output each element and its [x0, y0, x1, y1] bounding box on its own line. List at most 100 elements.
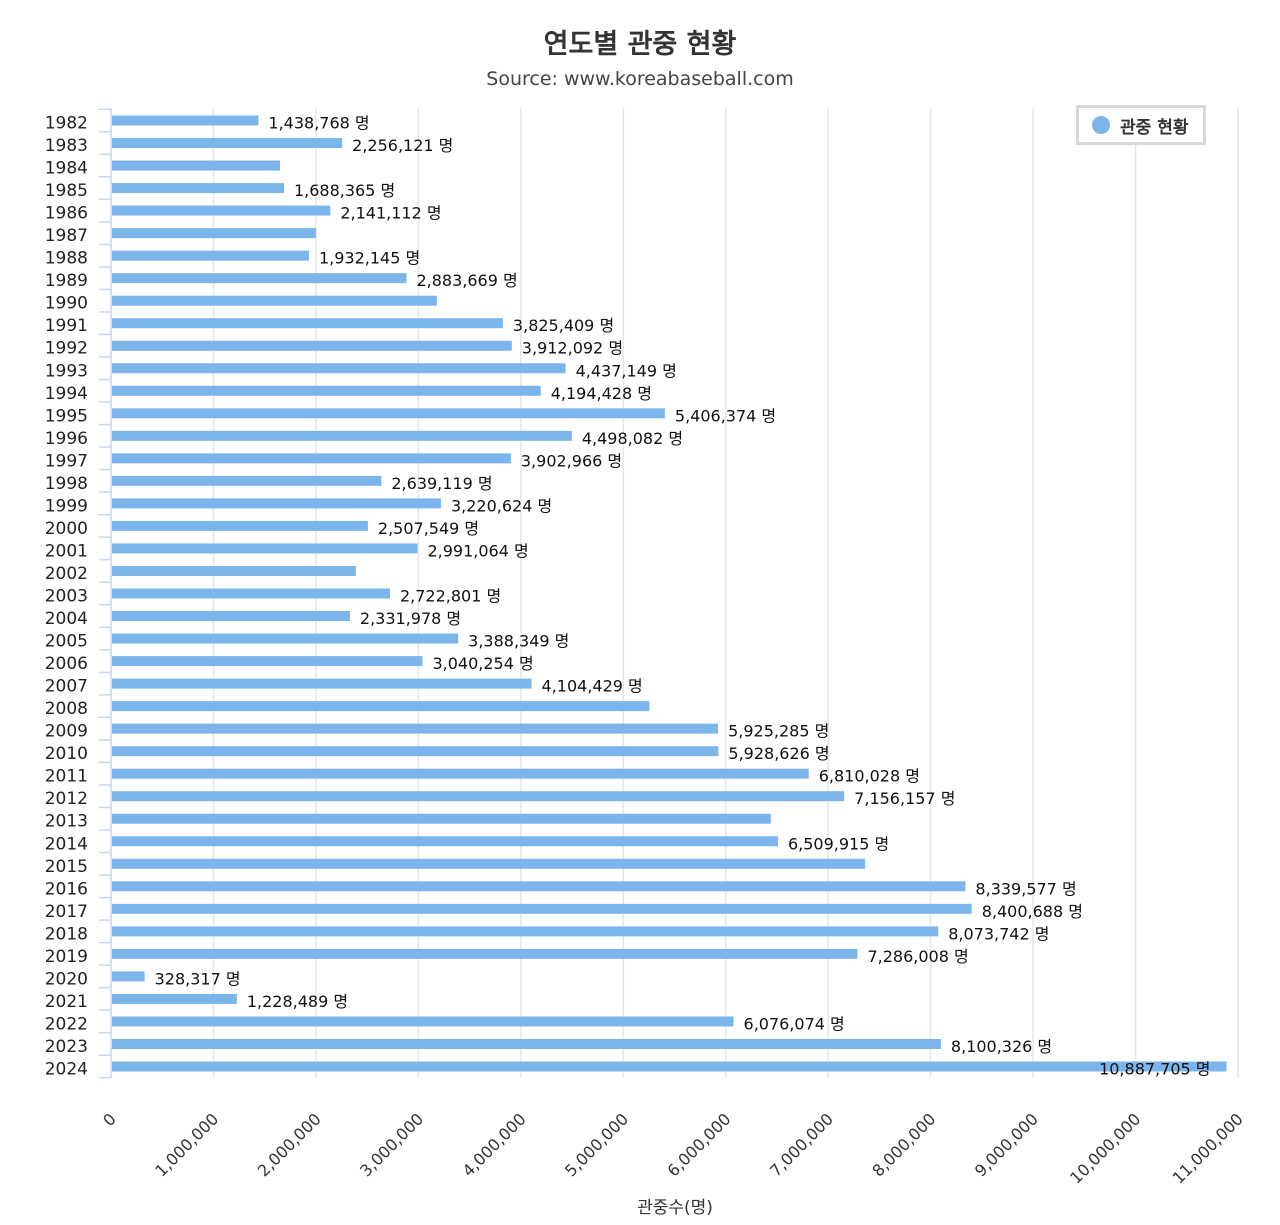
- data-label: 4,498,082 명: [582, 429, 683, 448]
- bar[interactable]: [112, 948, 858, 959]
- bar[interactable]: [112, 340, 512, 351]
- y-category-label: 1987: [45, 226, 88, 246]
- data-label: 7,286,008 명: [867, 947, 968, 966]
- data-labels: 1,438,768 명 2,256,121 명 1,688,365 명 2,141,1…: [155, 114, 1211, 1079]
- bar[interactable]: [112, 385, 541, 396]
- bar[interactable]: [112, 205, 331, 216]
- bar[interactable]: [112, 836, 778, 847]
- bar[interactable]: [112, 633, 459, 644]
- bar[interactable]: [112, 588, 390, 599]
- y-category-label: 2006: [45, 654, 88, 674]
- data-label: 328,317 명: [155, 969, 241, 988]
- bar[interactable]: [112, 971, 145, 982]
- y-category-label: 2020: [45, 969, 88, 989]
- data-label: 1,438,768 명: [268, 114, 369, 133]
- chart-subtitle: Source: www.koreabaseball.com: [486, 68, 794, 90]
- y-category-label: 1989: [45, 271, 88, 291]
- bar[interactable]: [112, 903, 972, 914]
- y-category-label: 1983: [45, 136, 88, 156]
- data-label: 2,507,549 명: [378, 519, 479, 538]
- bar[interactable]: [112, 498, 441, 509]
- bar[interactable]: [112, 408, 665, 419]
- data-label: 2,331,978 명: [360, 609, 461, 628]
- bar[interactable]: [112, 791, 845, 802]
- data-label: 5,925,285 명: [728, 722, 829, 741]
- legend[interactable]: 관중 현황: [1076, 105, 1206, 145]
- bar[interactable]: [112, 1061, 1227, 1072]
- y-category-label: 2016: [45, 879, 88, 899]
- y-category-label: 2003: [45, 587, 88, 607]
- bar[interactable]: [112, 768, 809, 779]
- y-category-label: 1995: [45, 406, 88, 426]
- bar[interactable]: [112, 183, 284, 194]
- y-category-label: 1996: [45, 429, 88, 449]
- x-tick-label: 8,000,000: [868, 1109, 939, 1180]
- x-tick-label: 9,000,000: [971, 1109, 1042, 1180]
- y-category-label: 1984: [45, 159, 88, 179]
- y-category-label: 1982: [45, 114, 88, 134]
- data-label: 10,887,705 명: [1099, 1060, 1210, 1079]
- x-tick-label: 11,000,000: [1169, 1109, 1247, 1187]
- bar[interactable]: [112, 475, 382, 486]
- x-axis-title: 관중수(명): [637, 1198, 713, 1218]
- bar[interactable]: [112, 250, 309, 261]
- bar[interactable]: [112, 160, 281, 171]
- bar[interactable]: [112, 701, 650, 712]
- y-category-label: 2011: [45, 767, 88, 787]
- bar[interactable]: [112, 813, 771, 824]
- bar[interactable]: [112, 453, 511, 464]
- bar[interactable]: [112, 611, 350, 622]
- data-label: 5,406,374 명: [675, 406, 776, 425]
- y-category-label: 2012: [45, 789, 88, 809]
- y-category-label: 2014: [45, 834, 88, 854]
- y-category-label: 1993: [45, 361, 88, 381]
- data-label: 2,991,064 명: [427, 541, 528, 560]
- bar[interactable]: [112, 926, 939, 937]
- bar[interactable]: [112, 746, 719, 757]
- y-category-label: 2002: [45, 564, 88, 584]
- bar[interactable]: [112, 656, 423, 667]
- bar[interactable]: [112, 993, 237, 1004]
- y-category-label: 1988: [45, 249, 88, 269]
- y-category-label: 2013: [45, 812, 88, 832]
- bar[interactable]: [112, 273, 407, 284]
- y-category-label: 1997: [45, 451, 88, 471]
- y-category-label: 1999: [45, 496, 88, 516]
- bar[interactable]: [112, 565, 356, 576]
- data-label: 3,388,349 명: [468, 632, 569, 651]
- bar[interactable]: [112, 1038, 941, 1049]
- bar[interactable]: [112, 520, 368, 531]
- bar[interactable]: [112, 115, 259, 126]
- bar[interactable]: [112, 723, 719, 734]
- bar[interactable]: [112, 1016, 734, 1027]
- bar-series[interactable]: [112, 115, 1227, 1072]
- bar[interactable]: [112, 430, 572, 441]
- data-label: 6,076,074 명: [744, 1014, 845, 1033]
- y-category-label: 2021: [45, 992, 88, 1012]
- data-label: 1,688,365 명: [294, 181, 395, 200]
- x-tick-label: 0: [99, 1109, 120, 1130]
- data-label: 2,639,119 명: [391, 474, 492, 493]
- y-category-label: 2005: [45, 632, 88, 652]
- bar[interactable]: [112, 678, 532, 689]
- bar[interactable]: [112, 295, 437, 306]
- bar[interactable]: [112, 858, 866, 869]
- data-label: 3,220,624 명: [451, 496, 552, 515]
- x-tick-label: 7,000,000: [766, 1109, 837, 1180]
- bar[interactable]: [112, 881, 966, 892]
- y-category-label: 2019: [45, 947, 88, 967]
- y-category-label: 1998: [45, 474, 88, 494]
- y-category-label: 1991: [45, 316, 88, 336]
- bar[interactable]: [112, 363, 566, 374]
- bar[interactable]: [112, 228, 316, 239]
- y-category-label: 2023: [45, 1037, 88, 1057]
- bar[interactable]: [112, 543, 418, 554]
- bar[interactable]: [112, 318, 503, 329]
- bar[interactable]: [112, 138, 343, 149]
- y-category-label: 2008: [45, 699, 88, 719]
- data-label: 8,073,742 명: [948, 924, 1049, 943]
- legend-label: 관중 현황: [1120, 117, 1189, 138]
- y-category-label: 2018: [45, 924, 88, 944]
